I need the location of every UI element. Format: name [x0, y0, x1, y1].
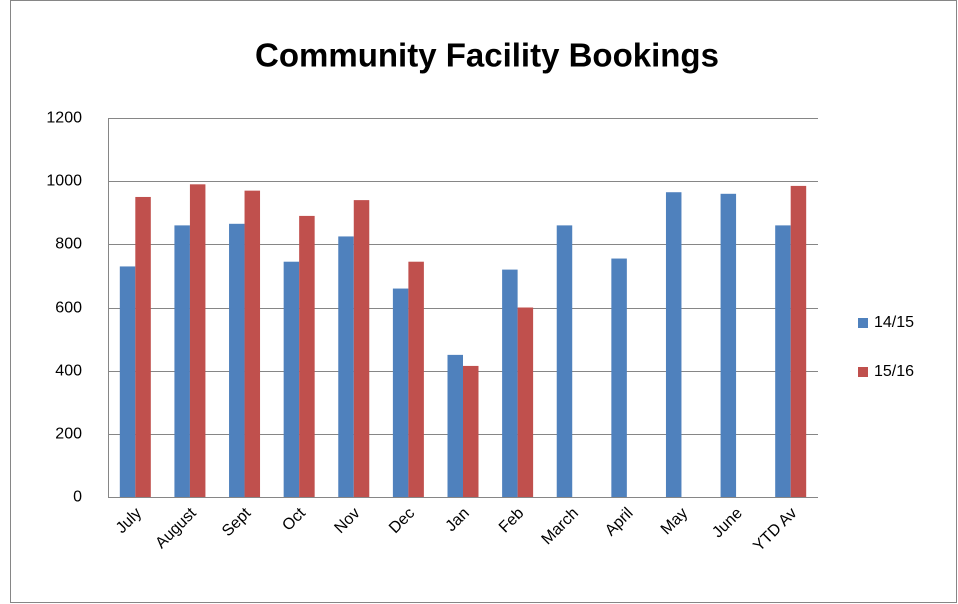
bar: [119, 266, 136, 497]
legend-label: 15/16: [874, 363, 914, 380]
y-tick-label: 200: [55, 426, 82, 443]
chart-frame: [10, 0, 957, 603]
bar: [408, 261, 424, 497]
y-tick-label: 0: [73, 489, 82, 506]
bar: [174, 225, 190, 497]
bar: [244, 190, 261, 497]
bar: [283, 261, 300, 497]
legend-label: 14/15: [874, 314, 914, 331]
bar: [720, 193, 737, 498]
bar: [556, 225, 573, 497]
y-tick-label: 1200: [46, 110, 82, 127]
bar: [229, 223, 245, 497]
bar: [135, 196, 151, 498]
bar: [392, 288, 409, 497]
legend-swatch: [858, 318, 868, 328]
y-tick-label: 1000: [46, 173, 82, 190]
y-tick-label: 400: [55, 363, 82, 380]
bar: [502, 269, 518, 497]
bar: [775, 225, 791, 497]
bar: [299, 215, 315, 498]
bar: [611, 258, 627, 497]
bar: [517, 307, 534, 497]
chart-title: Community Facility Bookings: [255, 37, 719, 74]
bar: [790, 185, 807, 497]
bar: [338, 236, 354, 497]
bar: [665, 192, 682, 498]
y-tick-label: 800: [55, 236, 82, 253]
y-tick-label: 600: [55, 300, 82, 317]
bar: [447, 354, 463, 497]
bar: [189, 184, 206, 497]
legend-swatch: [858, 367, 868, 377]
bar: [463, 365, 479, 497]
bar: [353, 200, 370, 497]
